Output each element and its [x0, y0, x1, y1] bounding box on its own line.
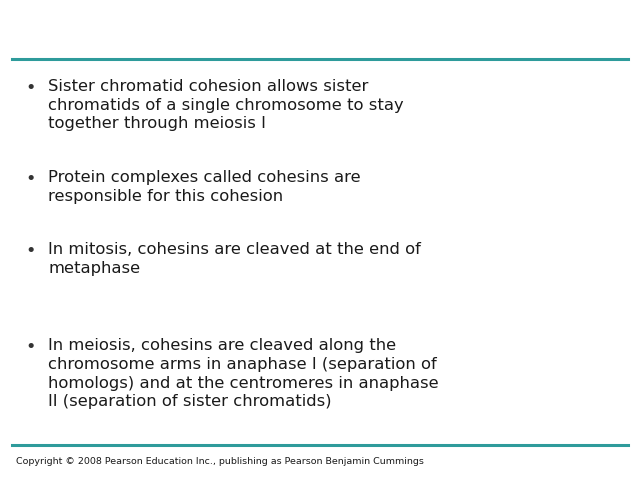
Text: •: •: [26, 170, 36, 188]
Text: Sister chromatid cohesion allows sister
chromatids of a single chromosome to sta: Sister chromatid cohesion allows sister …: [48, 79, 404, 132]
Text: •: •: [26, 79, 36, 97]
Text: In mitosis, cohesins are cleaved at the end of
metaphase: In mitosis, cohesins are cleaved at the …: [48, 242, 421, 276]
Text: Protein complexes called cohesins are
responsible for this cohesion: Protein complexes called cohesins are re…: [48, 170, 360, 204]
Text: •: •: [26, 242, 36, 260]
Text: In meiosis, cohesins are cleaved along the
chromosome arms in anaphase I (separa: In meiosis, cohesins are cleaved along t…: [48, 338, 438, 409]
Text: •: •: [26, 338, 36, 356]
Text: Copyright © 2008 Pearson Education Inc., publishing as Pearson Benjamin Cummings: Copyright © 2008 Pearson Education Inc.,…: [16, 457, 424, 466]
